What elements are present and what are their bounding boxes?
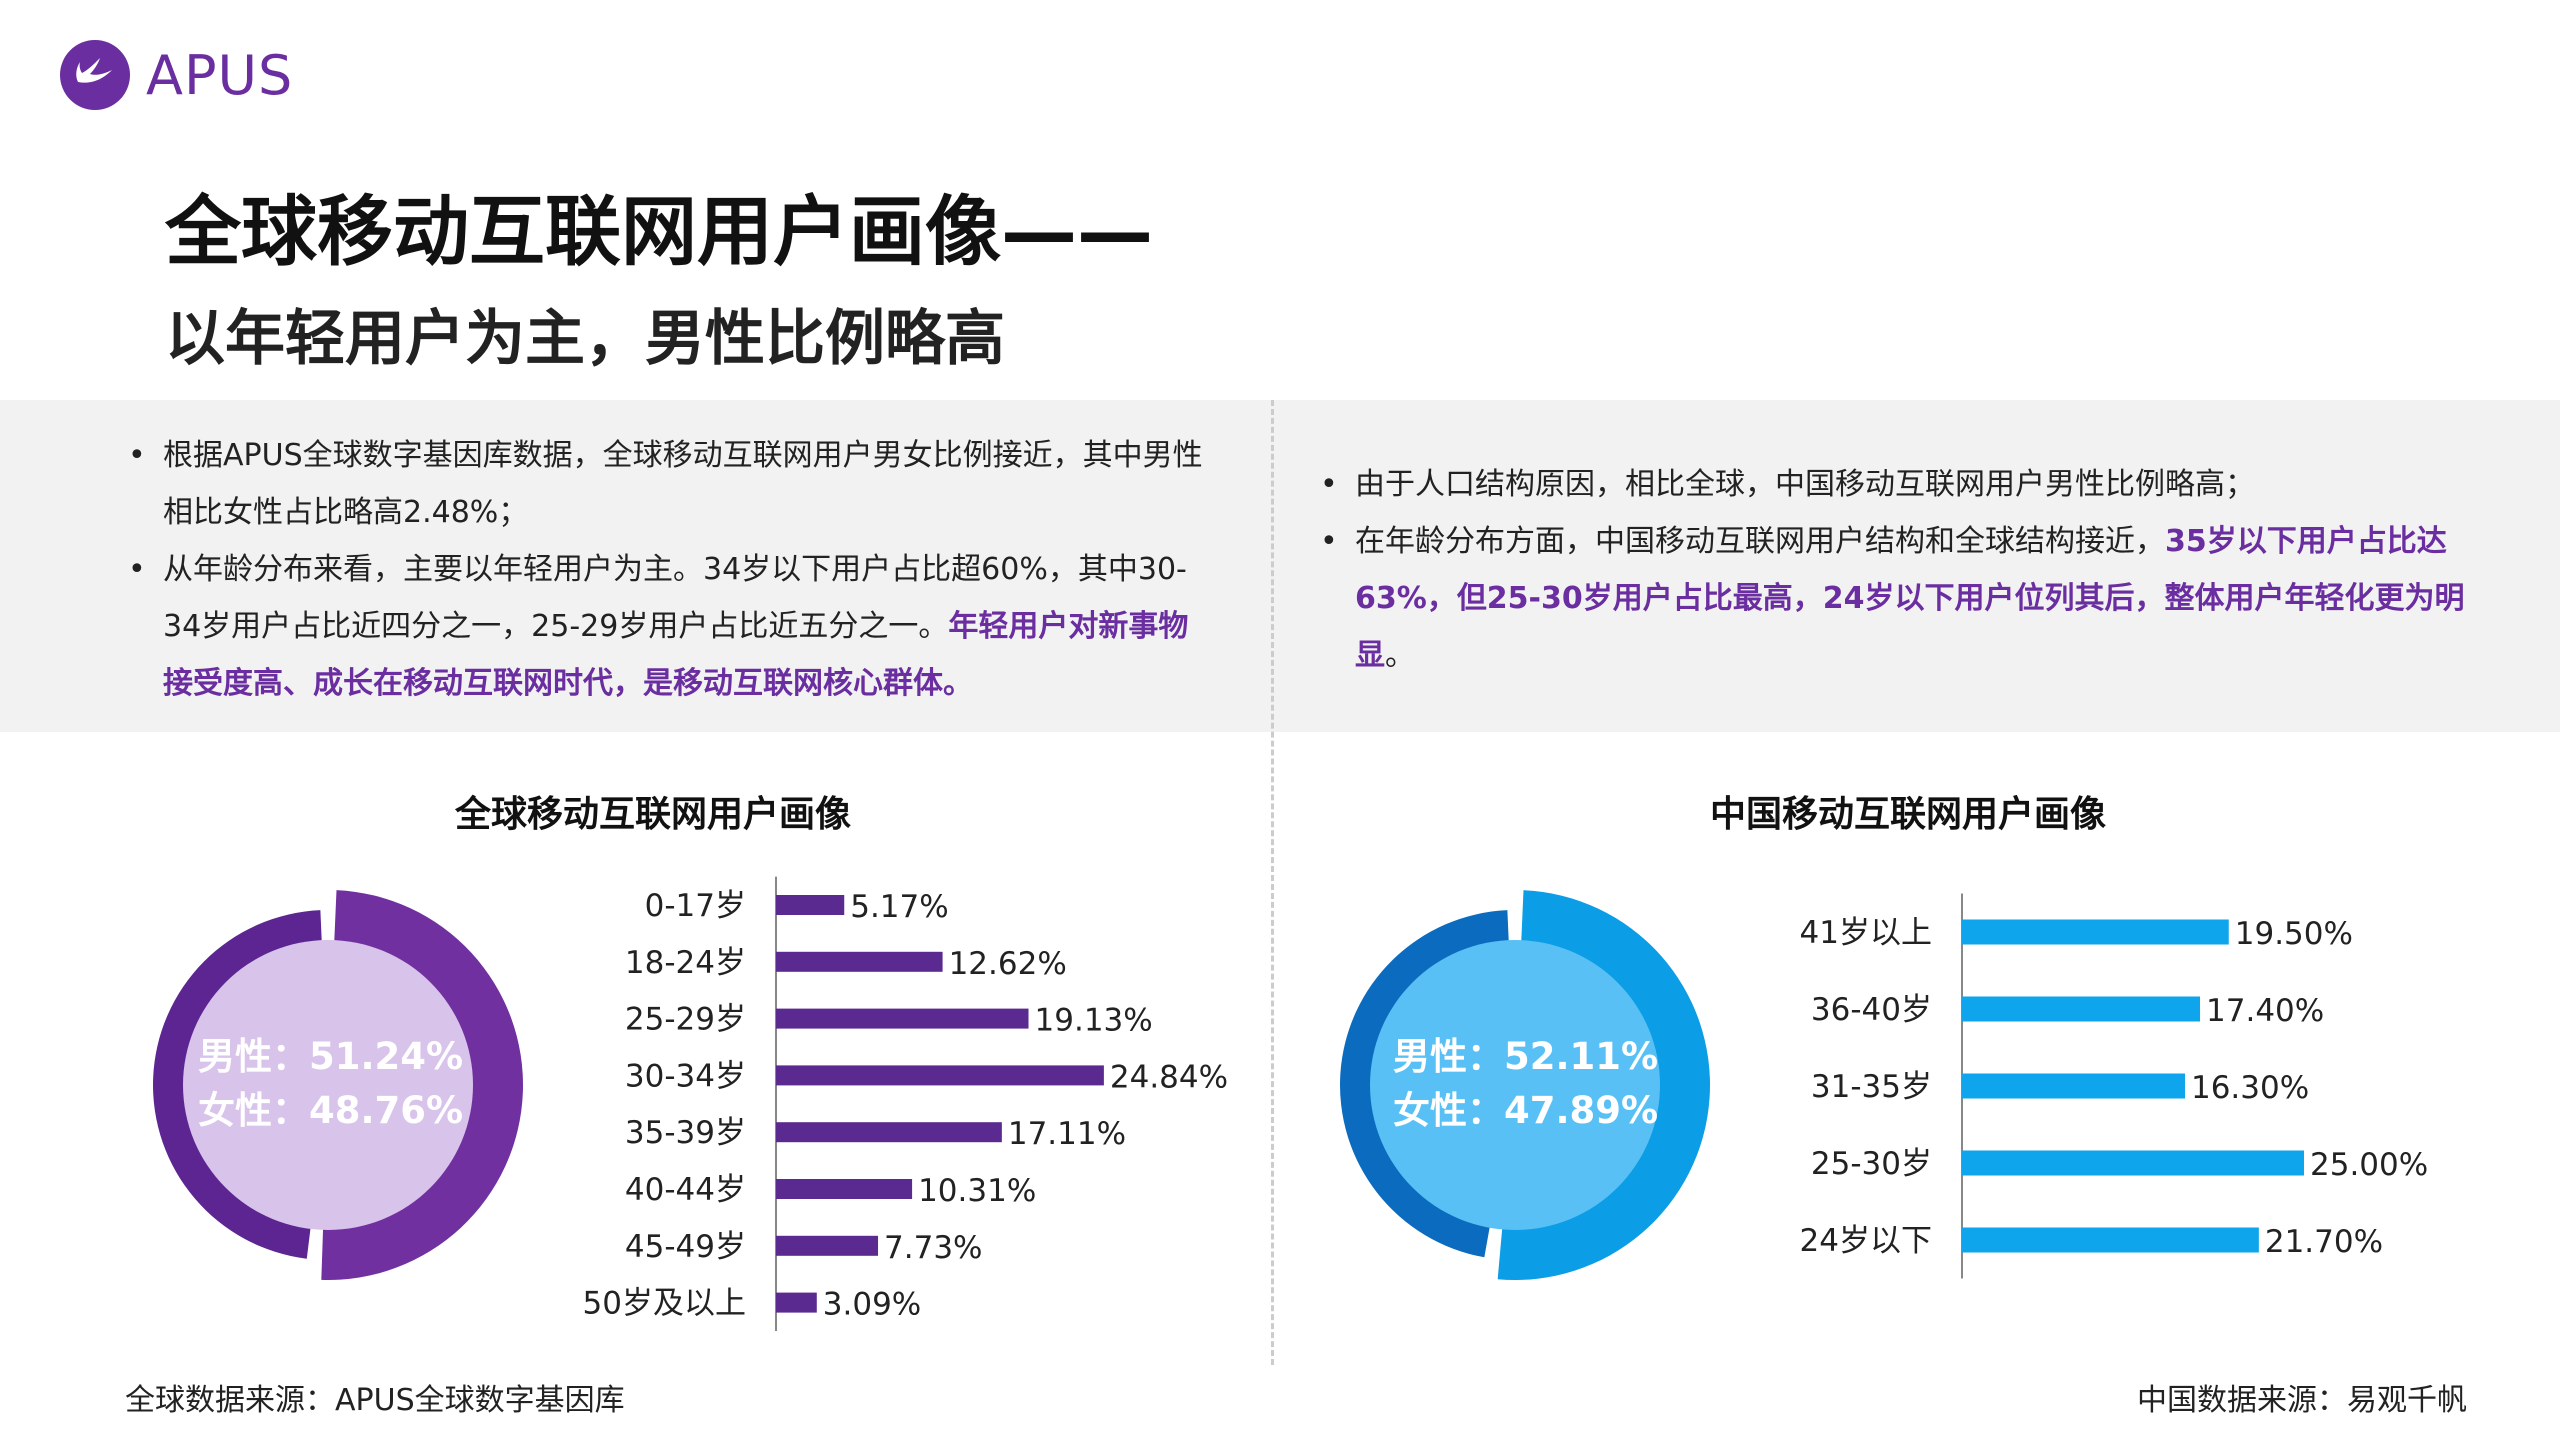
dashed-divider [1271, 400, 1274, 1365]
category-label: 18-24岁 [625, 945, 746, 981]
list-item: 由于人口结构原因，相比全球，中国移动互联网用户男性比例略高； [1320, 456, 2480, 513]
value-label: 19.50% [2235, 916, 2353, 952]
bar-5 [1962, 1227, 2259, 1253]
china-gender-donut: 男性：52.11% 女性：47.89% [1315, 885, 1715, 1285]
category-label: 50岁及以上 [583, 1286, 746, 1322]
summary-highlight: 35岁以下用户占比达63%，但25-30岁用户占比最高，24岁以下用户位列其后，… [1355, 524, 2465, 673]
china-ratio-labels: 男性：52.11% 女性：47.89% [1393, 1030, 1658, 1138]
china-data-source: 中国数据来源：易观千帆 [2137, 1383, 2467, 1418]
value-label: 16.30% [2191, 1070, 2309, 1106]
bar-5 [776, 1122, 1002, 1143]
list-item: 根据APUS全球数字基因库数据，全球移动互联网用户男女比例接近，其中男性相比女性… [128, 427, 1218, 541]
value-label: 17.11% [1008, 1116, 1126, 1152]
male-ratio-label: 男性：52.11% [1393, 1035, 1659, 1078]
value-label: 17.40% [2206, 993, 2324, 1029]
category-label: 36-40岁 [1811, 992, 1932, 1028]
summary-highlight: 年轻用户对新事物接受度高、成长在移动互联网时代，是移动互联网核心群体。 [163, 609, 1189, 701]
bar-8 [776, 1292, 817, 1313]
bar-2 [1962, 996, 2201, 1022]
category-label: 45-49岁 [625, 1229, 746, 1265]
china-summary-list: 由于人口结构原因，相比全球，中国移动互联网用户男性比例略高； 在年龄分布方面，中… [1320, 456, 2480, 684]
logo-text: APUS [146, 43, 294, 107]
category-label: 35-39岁 [625, 1115, 746, 1151]
female-ratio-label: 女性：47.89% [1393, 1089, 1659, 1132]
summary-text: 根据APUS全球数字基因库数据，全球移动互联网用户男女比例接近，其中男性相比女性… [163, 438, 1203, 530]
global-summary-list: 根据APUS全球数字基因库数据，全球移动互联网用户男女比例接近，其中男性相比女性… [128, 427, 1218, 712]
bar-7 [776, 1235, 879, 1256]
value-label: 24.84% [1110, 1059, 1228, 1095]
category-label: 0-17岁 [645, 888, 746, 924]
bar-4 [1962, 1150, 2304, 1176]
summary-text: 在年龄分布方面，中国移动互联网用户结构和全球结构接近， [1355, 524, 2165, 559]
value-label: 3.09% [823, 1287, 921, 1323]
category-label: 41岁以上 [1800, 915, 1932, 951]
value-label: 7.73% [884, 1230, 982, 1266]
value-label: 25.00% [2310, 1147, 2428, 1183]
bar-3 [776, 1008, 1029, 1029]
summary-text: 由于人口结构原因，相比全球，中国移动互联网用户男性比例略高； [1355, 467, 2255, 502]
list-item: 在年龄分布方面，中国移动互联网用户结构和全球结构接近，35岁以下用户占比达63%… [1320, 513, 2480, 684]
donut-inner-disc [1370, 940, 1660, 1230]
global-data-source: 全球数据来源：APUS全球数字基因库 [125, 1383, 625, 1418]
male-ratio-label: 男性：51.24% [198, 1035, 464, 1078]
global-chart-title: 全球移动互联网用户画像 [455, 794, 852, 835]
china-chart-title: 中国移动互联网用户画像 [1710, 794, 2107, 835]
bar-3 [1962, 1073, 2185, 1099]
apus-logo: APUS [60, 38, 293, 112]
bar-1 [1962, 919, 2229, 945]
bar-4 [776, 1065, 1104, 1086]
category-label: 30-34岁 [625, 1058, 746, 1094]
value-label: 12.62% [949, 946, 1067, 982]
global-ratio-labels: 男性：51.24% 女性：48.76% [198, 1030, 463, 1138]
female-ratio-label: 女性：48.76% [198, 1089, 464, 1132]
category-label: 40-44岁 [625, 1172, 746, 1208]
value-label: 19.13% [1035, 1003, 1153, 1039]
value-label: 5.17% [850, 889, 948, 925]
bar-2 [776, 951, 943, 972]
page-subtitle: 以年轻用户为主，男性比例略高 [165, 304, 1005, 374]
category-label: 24岁以下 [1800, 1223, 1932, 1259]
global-gender-donut: 男性：51.24% 女性：48.76% [128, 885, 528, 1285]
bar-1 [776, 895, 845, 915]
bar-6 [776, 1179, 913, 1199]
value-label: 21.70% [2265, 1224, 2383, 1260]
donut-inner-disc [183, 940, 473, 1230]
category-label: 25-30岁 [1811, 1146, 1932, 1182]
page-title: 全球移动互联网用户画像—— [165, 187, 1153, 276]
category-label: 25-29岁 [625, 1002, 746, 1038]
list-item: 从年龄分布来看，主要以年轻用户为主。34岁以下用户占比超60%，其中30-34岁… [128, 541, 1218, 712]
value-label: 10.31% [918, 1173, 1036, 1209]
swallow-logo-icon [60, 40, 130, 110]
summary-text: 从年龄分布来看，主要以年轻用户为主。34岁以下用户占比超60%，其中30-34岁… [163, 552, 1187, 644]
summary-tail: 。 [1385, 638, 1415, 673]
category-label: 31-35岁 [1811, 1069, 1932, 1105]
